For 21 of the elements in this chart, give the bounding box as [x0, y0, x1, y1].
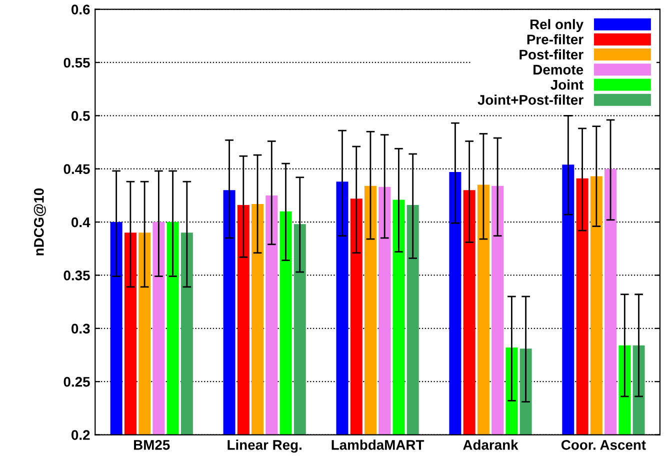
legend-label: Pre-filter [527, 34, 584, 44]
legend-label: Rel only [530, 19, 584, 32]
y-tick-label: 0.45 [64, 164, 90, 174]
y-tick-label: 0.25 [64, 376, 90, 387]
legend-label: Joint [550, 80, 584, 90]
legend-label: Joint+Post-filter [478, 94, 584, 105]
y-tick-label: 0.55 [64, 58, 90, 68]
y-tick-label: 0.4 [72, 217, 90, 228]
x-tick-label: Coor. Ascent [561, 440, 646, 450]
y-tick-label: 0.35 [64, 270, 90, 280]
x-tick-label: Linear Reg. [228, 440, 302, 453]
y-tick-label: 0.3 [72, 324, 90, 334]
y-tick-label: 0.5 [72, 111, 90, 121]
legend-label: Post-filter [520, 49, 584, 60]
legend-label: Demote [534, 64, 584, 75]
y-tick-label: 0.6 [72, 4, 90, 14]
y-axis-title: nDCG@10 [34, 188, 46, 256]
x-tick-label: Adarank [463, 440, 518, 450]
x-tick-label: BM25 [134, 440, 170, 450]
x-tick-label: LambdaMART [332, 440, 424, 450]
y-tick-label: 0.2 [72, 430, 90, 440]
